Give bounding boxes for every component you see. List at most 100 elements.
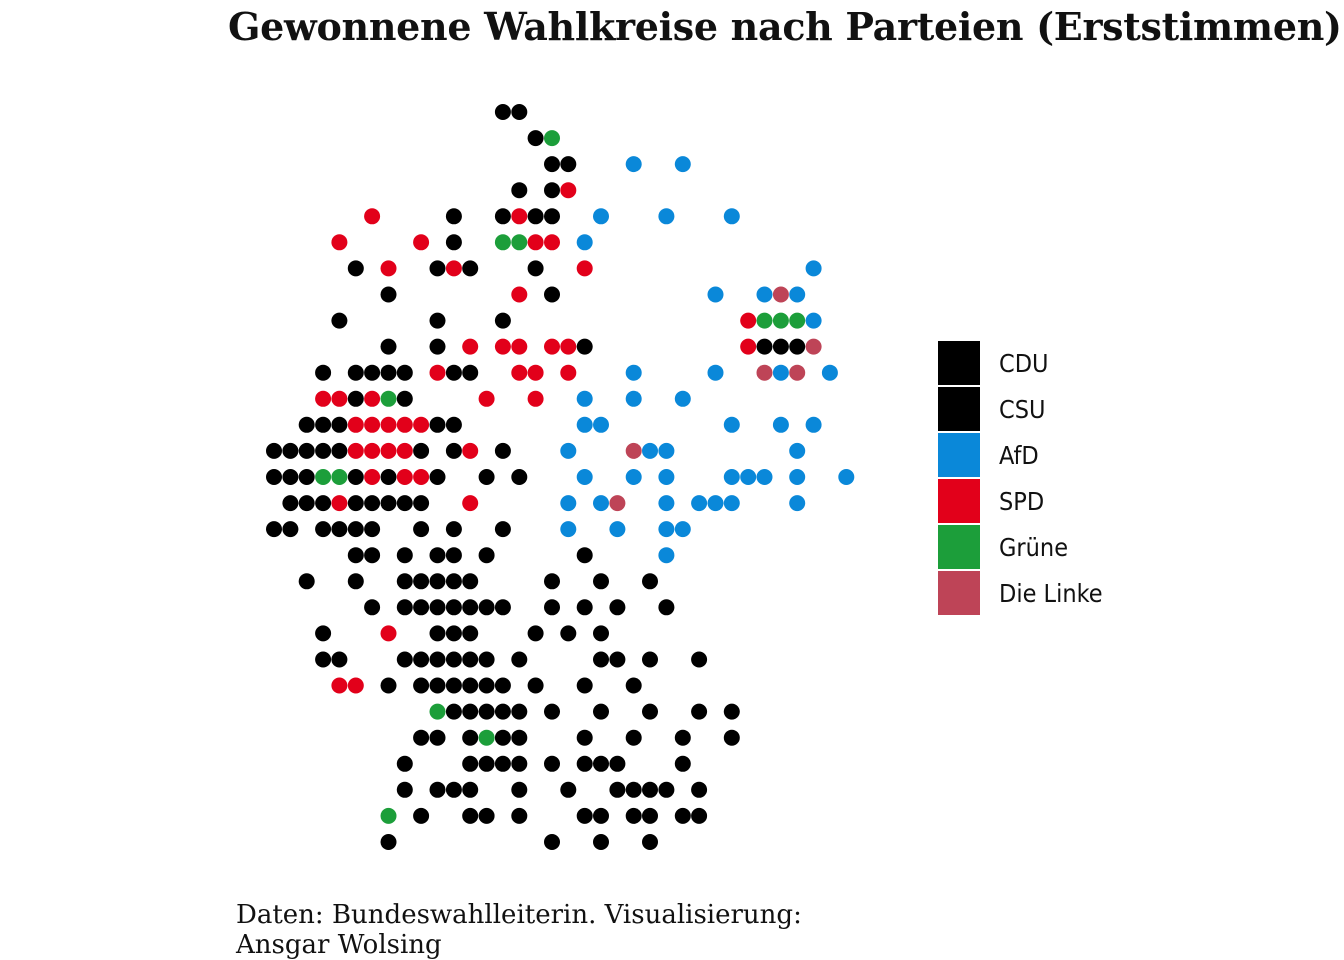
constituency-dot bbox=[494, 442, 511, 459]
constituency-dot bbox=[625, 729, 642, 746]
constituency-dot bbox=[576, 416, 593, 433]
constituency-dot bbox=[298, 469, 315, 485]
constituency-dot bbox=[364, 442, 381, 459]
legend-swatch bbox=[937, 524, 981, 570]
constituency-dot bbox=[429, 260, 446, 277]
constituency-dot bbox=[576, 260, 593, 277]
constituency-dot bbox=[462, 677, 479, 694]
constituency-dot bbox=[560, 781, 577, 798]
constituency-dot bbox=[445, 573, 462, 590]
constituency-dot bbox=[674, 521, 691, 538]
constituency-dot bbox=[413, 807, 430, 824]
constituency-dot bbox=[462, 573, 479, 590]
constituency-dot bbox=[396, 781, 413, 798]
constituency-dot bbox=[347, 677, 364, 694]
constituency-dot bbox=[380, 442, 397, 459]
constituency-dot bbox=[544, 703, 560, 720]
constituency-dot bbox=[462, 260, 479, 277]
constituency-dot bbox=[478, 469, 495, 485]
constituency-dot bbox=[674, 156, 691, 173]
chart-title: Gewonnene Wahlkreise nach Parteien (Erst… bbox=[228, 4, 1342, 49]
constituency-dot bbox=[576, 234, 593, 251]
constituency-dot bbox=[772, 338, 789, 355]
constituency-dot bbox=[560, 625, 577, 642]
constituency-dot bbox=[740, 312, 757, 329]
constituency-dot bbox=[625, 364, 642, 381]
constituency-dot bbox=[560, 182, 577, 199]
constituency-dot bbox=[511, 729, 528, 746]
constituency-dot bbox=[462, 625, 479, 642]
constituency-dot bbox=[576, 338, 593, 355]
constituency-dot bbox=[691, 807, 708, 824]
constituency-dot bbox=[396, 469, 413, 485]
constituency-dot bbox=[445, 781, 462, 798]
constituency-dot bbox=[413, 495, 430, 512]
constituency-dot bbox=[544, 234, 560, 251]
constituency-dot bbox=[315, 390, 332, 407]
constituency-dot bbox=[462, 651, 479, 668]
constituency-dot bbox=[494, 755, 511, 772]
constituency-dot bbox=[429, 416, 446, 433]
constituency-dot bbox=[707, 364, 724, 381]
constituency-dot bbox=[380, 834, 397, 850]
constituency-dot bbox=[527, 677, 544, 694]
constituency-dot bbox=[380, 338, 397, 355]
constituency-dot bbox=[723, 469, 740, 485]
constituency-dot bbox=[445, 651, 462, 668]
constituency-dot bbox=[478, 703, 495, 720]
constituency-dot bbox=[658, 469, 675, 485]
constituency-dot bbox=[560, 442, 577, 459]
constituency-dot bbox=[625, 807, 642, 824]
constituency-dot bbox=[609, 781, 626, 798]
constituency-dot bbox=[494, 599, 511, 616]
constituency-dot bbox=[347, 469, 364, 485]
constituency-dot bbox=[576, 390, 593, 407]
constituency-dot bbox=[756, 469, 773, 485]
constituency-dot bbox=[364, 208, 381, 225]
constituency-dot bbox=[429, 599, 446, 616]
constituency-dot bbox=[494, 729, 511, 746]
constituency-dot bbox=[544, 182, 560, 199]
constituency-dot bbox=[576, 547, 593, 564]
constituency-dot bbox=[462, 599, 479, 616]
constituency-dot bbox=[593, 573, 609, 590]
constituency-dot bbox=[576, 469, 593, 485]
constituency-dot bbox=[789, 495, 806, 512]
constituency-dot bbox=[298, 495, 315, 512]
constituency-dot bbox=[593, 495, 609, 512]
constituency-dot bbox=[380, 260, 397, 277]
constituency-dot bbox=[315, 469, 332, 485]
constituency-dot bbox=[429, 469, 446, 485]
constituency-dot bbox=[478, 651, 495, 668]
constituency-dot bbox=[658, 442, 675, 459]
constituency-dot bbox=[723, 495, 740, 512]
constituency-dot bbox=[756, 286, 773, 303]
constituency-dot bbox=[396, 651, 413, 668]
constituency-dot bbox=[396, 390, 413, 407]
constituency-dot bbox=[364, 599, 381, 616]
constituency-dot bbox=[642, 834, 658, 850]
constituency-dot bbox=[494, 104, 511, 120]
constituency-dot bbox=[413, 416, 430, 433]
constituency-dot bbox=[331, 416, 348, 433]
constituency-dot bbox=[756, 312, 773, 329]
legend-swatch bbox=[937, 386, 981, 432]
constituency-dot bbox=[642, 781, 658, 798]
constituency-dot bbox=[544, 338, 560, 355]
constituency-dot bbox=[560, 338, 577, 355]
constituency-dot bbox=[331, 312, 348, 329]
constituency-dot bbox=[772, 416, 789, 433]
constituency-dot bbox=[364, 547, 381, 564]
legend-item: AfD bbox=[937, 432, 1103, 478]
constituency-dot bbox=[298, 573, 315, 590]
constituency-dot bbox=[789, 469, 806, 485]
constituency-dot bbox=[462, 755, 479, 772]
constituency-dot bbox=[576, 807, 593, 824]
constituency-dot bbox=[789, 312, 806, 329]
constituency-dot bbox=[642, 573, 658, 590]
constituency-dot bbox=[413, 234, 430, 251]
constituency-dot bbox=[511, 338, 528, 355]
constituency-dot bbox=[478, 755, 495, 772]
constituency-dot bbox=[691, 703, 708, 720]
